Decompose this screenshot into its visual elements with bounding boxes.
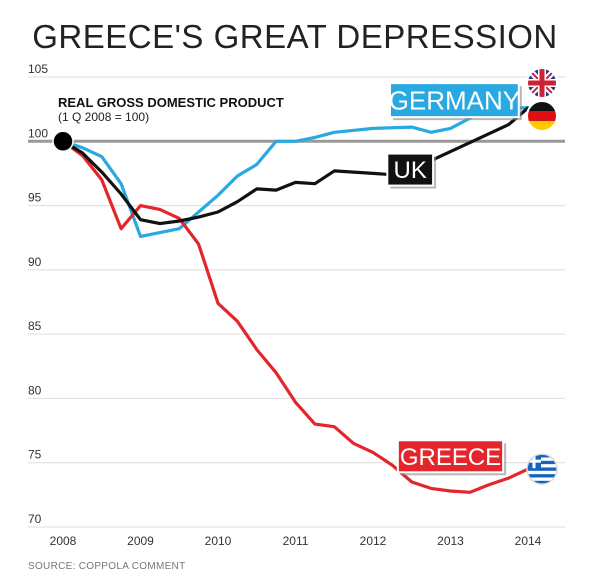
series-label-text: UK xyxy=(394,157,427,184)
chart-title: GREECE'S GREAT DEPRESSION xyxy=(32,18,558,55)
flags xyxy=(526,67,558,485)
germany-flag-icon xyxy=(527,101,557,131)
series-label-text: GREECE xyxy=(400,444,501,471)
y-tick-label: 75 xyxy=(28,448,42,462)
x-tick-label: 2010 xyxy=(205,534,232,548)
y-axis-ticks: 105 100 95 90 85 80 75 70 xyxy=(28,62,48,526)
flag-band xyxy=(527,111,557,121)
greece-flag-icon xyxy=(527,454,557,485)
y-tick-label: 85 xyxy=(28,319,42,333)
series-line-germany xyxy=(61,106,530,238)
flag-stripe xyxy=(527,460,557,465)
series-line-greece xyxy=(61,139,530,494)
start-point-dot xyxy=(53,131,73,152)
series-label-text: GERMANY xyxy=(389,86,520,116)
flag-ring xyxy=(526,100,558,132)
series-labels: GERMANY UK GREECE xyxy=(386,82,522,476)
x-tick-label: 2009 xyxy=(127,534,154,548)
flag-band xyxy=(527,121,557,131)
x-tick-label: 2012 xyxy=(360,534,387,548)
label-box xyxy=(396,439,505,474)
chart-subtitle: REAL GROSS DOMESTIC PRODUCT xyxy=(58,95,284,110)
y-tick-label: 70 xyxy=(28,512,42,526)
series-line-uk xyxy=(61,106,530,226)
flag-stripe xyxy=(527,467,557,471)
y-tick-label: 80 xyxy=(28,383,42,397)
chart-subtitle-index: (1 Q 2008 = 100) xyxy=(58,110,149,124)
y-tick-label: 95 xyxy=(28,191,42,205)
y-tick-label: 100 xyxy=(28,126,48,140)
flag-ring xyxy=(526,453,558,485)
y-tick-label: 105 xyxy=(28,62,48,76)
x-tick-label: 2013 xyxy=(437,534,464,548)
series-label-greece: GREECE xyxy=(396,439,507,476)
flag-cross-red xyxy=(539,68,545,98)
flag-stripe xyxy=(527,454,557,458)
series-lines xyxy=(52,106,530,494)
label-box xyxy=(388,82,520,119)
series-label-germany: GERMANY xyxy=(388,82,522,121)
flag-ring xyxy=(526,67,558,99)
label-box xyxy=(386,152,435,187)
x-tick-label: 2008 xyxy=(50,534,77,548)
y-tick-label: 90 xyxy=(28,255,42,269)
flag-canton-cross xyxy=(527,459,541,463)
x-tick-label: 2011 xyxy=(283,534,309,548)
flag-band xyxy=(527,101,557,111)
source-note: SOURCE: COPPOLA COMMENT xyxy=(28,561,186,572)
x-tick-label: 2014 xyxy=(515,534,542,548)
flag-stripe xyxy=(527,480,557,485)
series-label-uk: UK xyxy=(386,152,437,189)
start-point-ring xyxy=(52,130,74,153)
x-axis-ticks: 2008 2009 2010 2011 2012 2013 2014 xyxy=(50,534,542,548)
flag-stripe xyxy=(527,474,557,478)
